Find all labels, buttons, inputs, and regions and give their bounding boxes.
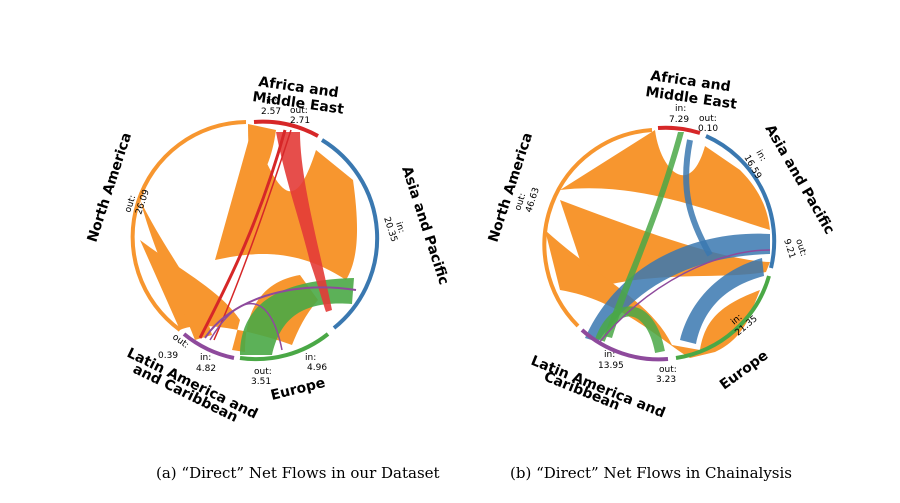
caption-a: (a) “Direct” Net Flows in our Dataset [156, 464, 440, 482]
ribbon-af-la [198, 129, 287, 339]
arc-africa-me-b [657, 125, 701, 135]
af-out-value-b: 0.10 [698, 124, 718, 134]
ribbon-af-eu [276, 132, 332, 312]
arc-north-america [130, 120, 247, 332]
arc-latam [182, 332, 235, 360]
arc-asia-pacific [320, 138, 380, 330]
arc-europe [239, 332, 330, 362]
la-in-value-b: 13.95 [598, 361, 624, 371]
ribbon-na-ap-lower-b [560, 200, 770, 290]
la-out-value-b: 3.23 [656, 375, 676, 385]
arc-asia-pacific-b [705, 134, 777, 269]
ribbon-af-la-b [604, 132, 684, 338]
la-in-label-b: in: [604, 350, 615, 360]
arc-latam-b [580, 328, 669, 362]
label-asia-pacific: Asia and Pacific [398, 164, 451, 287]
arc-africa-me [253, 119, 319, 138]
na-out-value-b: 46.63 [524, 186, 541, 214]
af-out-label: out: [290, 106, 308, 116]
label-europe-b: Europe [717, 348, 771, 394]
arc-north-america-b [542, 128, 653, 328]
af-in-label: in: [266, 97, 277, 107]
ribbon-la-eu [209, 302, 283, 351]
na-out-value: 26.09 [134, 188, 152, 216]
eu-out-value: 3.51 [251, 377, 271, 387]
ap-in-label: in: [393, 221, 406, 235]
ap-in-label-b: in: [753, 149, 767, 164]
ribbon-af-ap-b [683, 139, 713, 257]
ap-in-value: 20.35 [381, 216, 398, 244]
ribbon-la-ap-thin-b [597, 249, 771, 345]
la-out-value: 0.39 [158, 351, 178, 361]
label-north-america-b: North America [486, 131, 536, 244]
ribbon-ap-eu-b [680, 258, 764, 344]
af-out-value: 2.71 [290, 116, 310, 126]
eu-out-label: out: [254, 367, 272, 377]
chord-diagram-b: North America out: 46.63 Africa and Midd… [486, 68, 838, 421]
label-north-america: North America [85, 131, 135, 244]
ribbon-na-eu-b [545, 230, 760, 358]
label-europe: Europe [269, 375, 327, 404]
ribbon-na-la [140, 200, 212, 340]
ribbon-la-ap [204, 286, 357, 339]
ribbon-na-ap-upper [248, 124, 276, 188]
af-in-value: 2.57 [261, 107, 281, 117]
arc-europe-b [675, 275, 771, 360]
ribbon-af-la-2 [213, 129, 292, 341]
la-in-label: in: [200, 353, 211, 363]
la-out-label-b: out: [659, 365, 677, 375]
ribbon-eu-la-b [595, 306, 665, 354]
eu-in-label: in: [305, 353, 316, 363]
eu-in-value: 4.96 [307, 363, 327, 373]
la-in-value: 4.82 [196, 364, 216, 374]
af-in-label-b: in: [675, 104, 686, 114]
af-in-value-b: 7.29 [669, 115, 689, 125]
chord-diagram-a: North America out: 26.09 Africa and Midd… [85, 74, 452, 426]
af-out-label-b: out: [699, 114, 717, 124]
caption-b: (b) “Direct” Net Flows in Chainalysis [510, 464, 792, 482]
